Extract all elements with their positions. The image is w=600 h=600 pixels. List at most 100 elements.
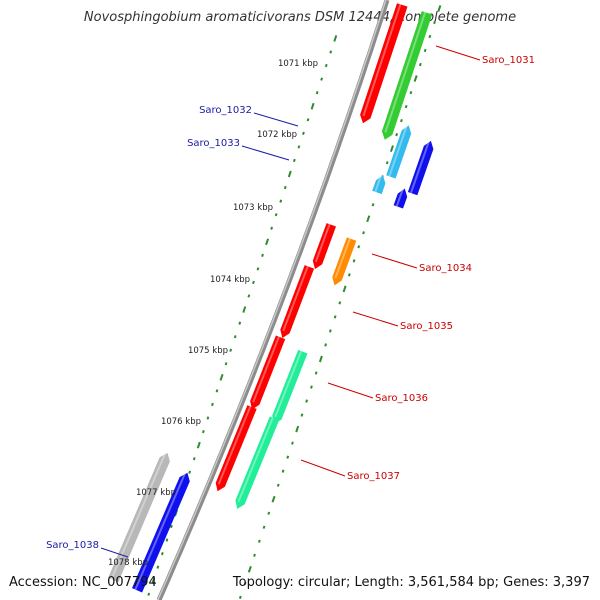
major-tick <box>151 577 156 585</box>
minor-tick <box>291 441 294 445</box>
minor-tick <box>428 34 432 39</box>
major-tick <box>295 425 300 433</box>
gene-highlight <box>314 223 331 263</box>
gene-body <box>393 188 408 209</box>
minor-tick <box>338 301 342 305</box>
minor-tick <box>362 231 365 235</box>
gene-arrow-saro-1032[interactable] <box>407 139 434 196</box>
minor-tick <box>261 253 264 258</box>
gene-arrow-saro-1033[interactable] <box>393 187 408 209</box>
minor-tick <box>352 259 356 263</box>
major-tick <box>333 35 338 42</box>
minor-tick <box>233 335 237 339</box>
minor-tick <box>256 267 260 271</box>
gene-body <box>108 452 170 583</box>
kbp-labels: 1071 kbp 1072 kbp 1073 kbp 1074 kbp 1075 kbp… <box>108 59 318 568</box>
minor-tick <box>243 581 247 586</box>
minor-tick <box>270 226 274 230</box>
leader-line <box>371 253 418 269</box>
gene-body <box>386 125 412 179</box>
gene-body <box>250 335 286 410</box>
minor-tick <box>357 245 361 249</box>
kbp-label: 1077 kbp <box>136 488 176 498</box>
minor-tick <box>400 118 403 123</box>
major-tick <box>342 285 347 293</box>
gene-arrow-saro-1036[interactable] <box>250 335 286 410</box>
gene-label-saro-1034[interactable]: Saro_1034 <box>419 263 472 274</box>
minor-tick <box>229 348 233 352</box>
minor-tick <box>262 525 266 529</box>
minor-tick <box>283 185 287 190</box>
gene-body <box>280 265 315 338</box>
minor-tick <box>385 161 389 165</box>
gene-arrow-saro-1038[interactable] <box>132 471 190 593</box>
leader-line <box>327 382 374 399</box>
minor-tick <box>409 90 413 95</box>
minor-tick <box>423 48 427 53</box>
gene-label-saro-1037[interactable]: Saro_1037 <box>347 471 400 482</box>
minor-tick <box>320 77 324 81</box>
minor-tick <box>281 469 285 473</box>
minor-tick <box>333 315 337 319</box>
minor-tick <box>188 470 192 474</box>
gene-arrow-saro-1035[interactable] <box>280 265 315 338</box>
minor-tick <box>276 483 280 487</box>
tick-column-right <box>238 5 442 600</box>
accession-text: Accession: NC_007794 <box>9 575 157 590</box>
gene-arrow-saro-1037[interactable] <box>215 405 257 492</box>
minor-tick <box>314 371 318 375</box>
gene-arrow-saro-1036[interactable] <box>272 349 308 425</box>
gene-highlight <box>388 124 409 177</box>
gene-body <box>272 349 308 425</box>
leader-line <box>300 459 346 477</box>
minor-tick <box>224 362 228 366</box>
major-tick <box>437 5 442 12</box>
major-tick <box>247 565 252 573</box>
gene-arrow-saro-1031[interactable] <box>381 11 433 140</box>
major-tick <box>242 306 247 313</box>
gene-arrow-saro-1034[interactable] <box>312 223 336 269</box>
gene-highlight <box>395 187 405 207</box>
minor-tick <box>292 158 296 163</box>
gene-label-saro-1036[interactable]: Saro_1036 <box>375 393 428 404</box>
minor-tick <box>252 280 255 285</box>
gene-label-saro-1031[interactable]: Saro_1031 <box>482 55 535 66</box>
gene-highlight <box>134 471 187 590</box>
minor-tick <box>170 524 173 529</box>
minor-tick <box>310 385 313 389</box>
major-tick <box>219 373 224 381</box>
gene-label-saro-1035[interactable]: Saro_1035 <box>400 321 453 332</box>
gene-arrow-saro-1038[interactable] <box>108 451 170 583</box>
minor-tick <box>302 131 305 136</box>
minor-tick <box>300 413 304 417</box>
gene-highlight <box>282 265 309 332</box>
major-tick <box>265 238 270 246</box>
gene-label-saro-1033[interactable]: Saro_1033 <box>187 138 240 149</box>
gene-highlight <box>409 139 431 194</box>
label-leader-lines <box>100 45 481 558</box>
minor-tick <box>192 457 196 461</box>
major-tick <box>271 495 276 503</box>
minor-tick <box>257 539 261 543</box>
gene-label-saro-1032[interactable]: Saro_1032 <box>199 105 252 116</box>
minor-tick <box>404 104 408 109</box>
gene-highlight <box>374 174 383 193</box>
minor-tick <box>297 145 301 149</box>
minor-tick <box>371 203 375 207</box>
minor-tick <box>328 329 332 333</box>
major-tick <box>413 75 418 82</box>
gene-arrow-saro-1031[interactable] <box>360 3 408 124</box>
leader-line <box>352 311 399 327</box>
gene-arrow-saro-1033[interactable] <box>372 174 386 195</box>
gene-arrow-saro-1032[interactable] <box>386 124 412 179</box>
backbone-highlight <box>157 0 387 600</box>
minor-tick <box>286 455 290 459</box>
backbone-line <box>156 0 390 600</box>
gene-label-saro-1038[interactable]: Saro_1038 <box>46 540 99 551</box>
kbp-label: 1074 kbp <box>210 275 250 285</box>
minor-tick <box>206 416 210 420</box>
major-tick <box>366 215 371 223</box>
gene-body <box>372 175 386 195</box>
gene-arrow-saro-1034[interactable] <box>332 237 357 286</box>
gene-arrow-saro-1037[interactable] <box>235 416 280 509</box>
